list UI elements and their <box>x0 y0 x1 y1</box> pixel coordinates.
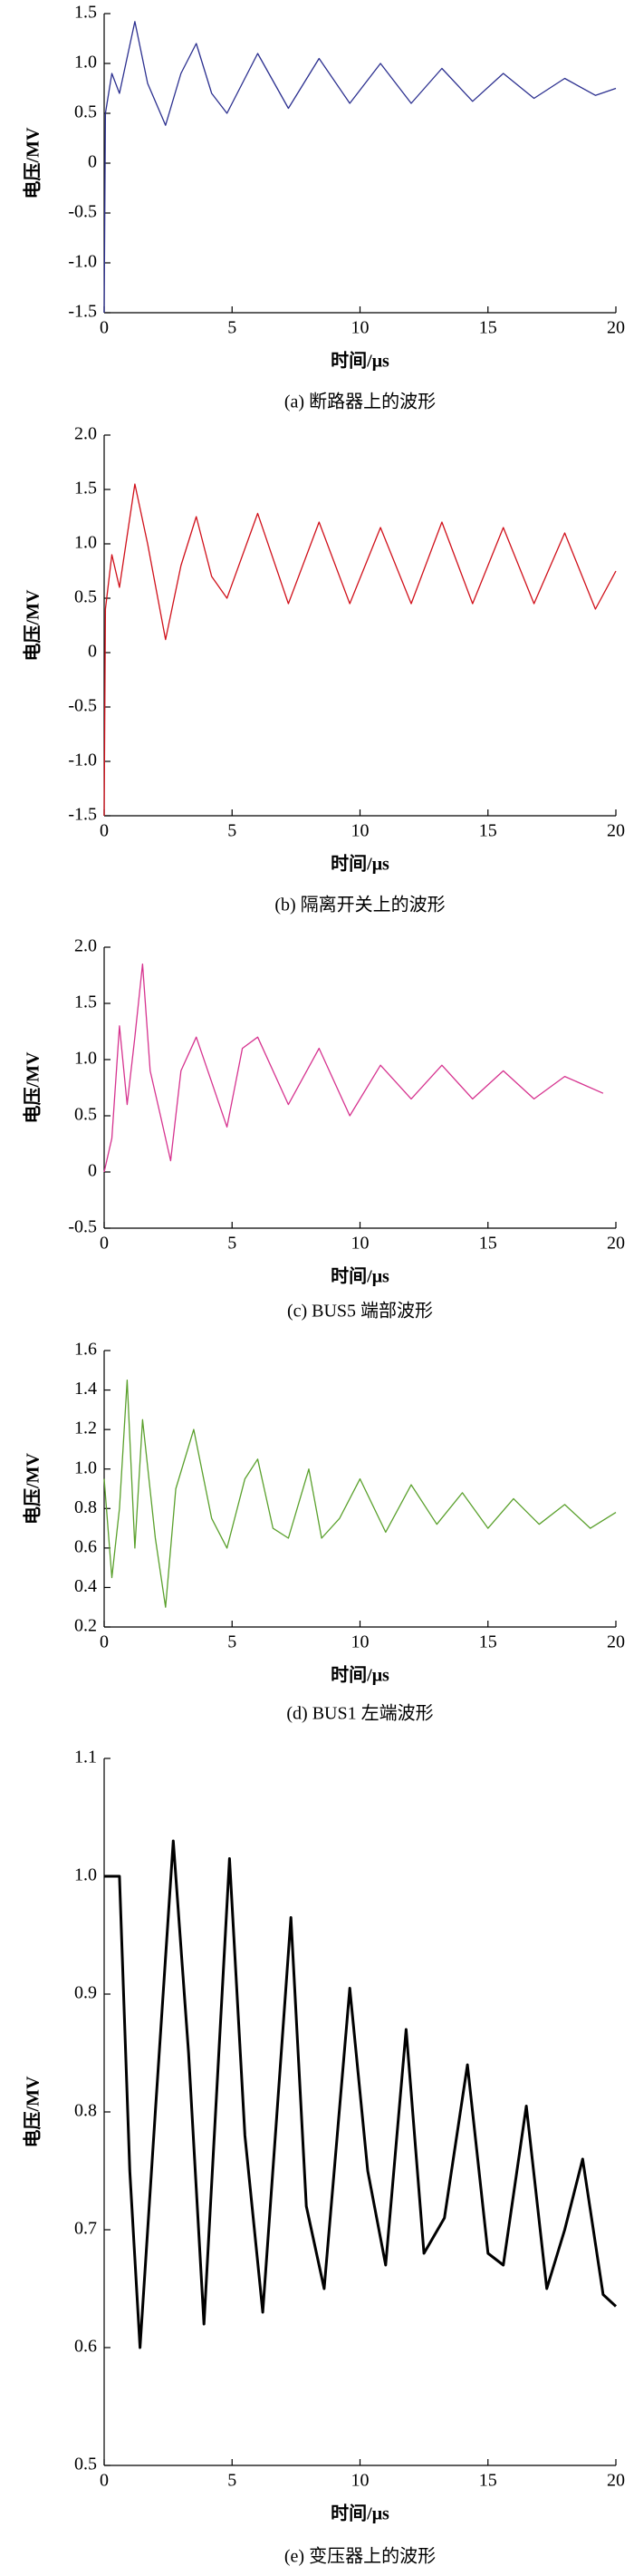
x-tick-label: 5 <box>227 1632 236 1652</box>
y-tick-label: 0.5 <box>74 587 97 607</box>
waveform <box>103 963 604 1173</box>
y-tick-label: 1.5 <box>74 479 97 499</box>
chart-caption: (d) BUS1 左端波形 <box>286 1703 433 1724</box>
y-tick-label: 1.4 <box>74 1379 97 1399</box>
chart-caption: (a) 断路器上的波形 <box>284 392 436 412</box>
y-tick-label: 0.5 <box>74 102 97 122</box>
x-axis-label: 时间/μs <box>331 854 389 875</box>
y-tick-label: -1.5 <box>68 805 97 825</box>
y-tick-label: -0.5 <box>68 696 97 716</box>
chart-caption: (e) 变压器上的波形 <box>284 2546 436 2567</box>
y-tick-label: 0.4 <box>74 1576 97 1596</box>
y-tick-label: 0 <box>88 642 97 662</box>
x-axis-label: 时间/μs <box>331 351 389 372</box>
y-tick-label: -1.0 <box>68 751 97 770</box>
y-tick-label: -1.5 <box>68 302 97 322</box>
x-tick-label: 15 <box>479 318 497 338</box>
y-axis-label: 电压/MV <box>23 1051 43 1123</box>
y-tick-label: 0.6 <box>74 1536 97 1556</box>
chart-caption: (b) 隔离开关上的波形 <box>274 895 445 915</box>
y-tick-label: 2.0 <box>74 424 97 444</box>
y-tick-label: -0.5 <box>68 1217 97 1237</box>
y-tick-label: -1.0 <box>68 252 97 272</box>
x-tick-label: 0 <box>100 1632 109 1652</box>
y-tick-label: 1.0 <box>74 533 97 553</box>
y-tick-label: 0 <box>88 152 97 172</box>
y-tick-label: 2.0 <box>74 936 97 956</box>
y-tick-label: 1.0 <box>74 53 97 73</box>
waveform <box>103 1380 617 1608</box>
y-axis-label: 电压/MV <box>23 2076 43 2147</box>
x-tick-label: 5 <box>227 821 236 841</box>
x-tick-label: 5 <box>227 1234 236 1254</box>
x-tick-label: 10 <box>351 1234 370 1254</box>
y-tick-label: 1.1 <box>74 1748 97 1767</box>
y-tick-label: 1.5 <box>74 993 97 1012</box>
x-axis-label: 时间/μs <box>331 1665 389 1686</box>
x-tick-label: 20 <box>607 1632 625 1652</box>
y-tick-label: 1.2 <box>74 1419 97 1438</box>
y-tick-label: 0.7 <box>74 2219 97 2239</box>
x-tick-label: 0 <box>100 821 109 841</box>
waveform <box>104 1839 618 2349</box>
x-tick-label: 20 <box>607 318 625 338</box>
y-axis-label: 电压/MV <box>23 589 43 661</box>
x-tick-label: 5 <box>227 2471 236 2491</box>
waveform <box>103 21 617 314</box>
waveform <box>103 483 617 817</box>
x-tick-label: 15 <box>479 1632 497 1652</box>
x-axis-label: 时间/μs <box>331 2503 389 2524</box>
y-tick-label: 0 <box>88 1161 97 1181</box>
y-tick-label: 0.8 <box>74 2101 97 2121</box>
x-tick-label: 5 <box>227 318 236 338</box>
x-tick-label: 0 <box>100 318 109 338</box>
x-axis-label: 时间/μs <box>331 1266 389 1287</box>
y-axis-label: 电压/MV <box>23 127 43 199</box>
x-tick-label: 0 <box>100 1234 109 1254</box>
x-tick-label: 15 <box>479 2471 497 2491</box>
y-tick-label: 0.5 <box>74 2455 97 2474</box>
x-tick-label: 20 <box>607 1234 625 1254</box>
y-tick-label: 0.6 <box>74 2337 97 2357</box>
x-tick-label: 10 <box>351 821 370 841</box>
chart-caption: (c) BUS5 端部波形 <box>287 1301 433 1322</box>
x-tick-label: 15 <box>479 1234 497 1254</box>
x-tick-label: 15 <box>479 821 497 841</box>
y-tick-label: 1.0 <box>74 1457 97 1477</box>
y-tick-label: 0.5 <box>74 1105 97 1125</box>
y-axis-label: 电压/MV <box>23 1453 43 1525</box>
y-tick-label: -0.5 <box>68 202 97 222</box>
y-tick-label: 0.2 <box>74 1616 97 1636</box>
y-tick-label: 1.0 <box>74 1865 97 1885</box>
y-tick-label: 1.5 <box>74 3 97 23</box>
x-tick-label: 10 <box>351 1632 370 1652</box>
x-tick-label: 10 <box>351 2471 370 2491</box>
x-tick-label: 0 <box>100 2471 109 2491</box>
x-tick-label: 10 <box>351 318 370 338</box>
y-tick-label: 1.6 <box>74 1340 97 1360</box>
y-tick-label: 1.0 <box>74 1049 97 1069</box>
x-tick-label: 20 <box>607 2471 625 2491</box>
y-tick-label: 0.9 <box>74 1983 97 2003</box>
y-tick-label: 0.8 <box>74 1497 97 1517</box>
x-tick-label: 20 <box>607 821 625 841</box>
